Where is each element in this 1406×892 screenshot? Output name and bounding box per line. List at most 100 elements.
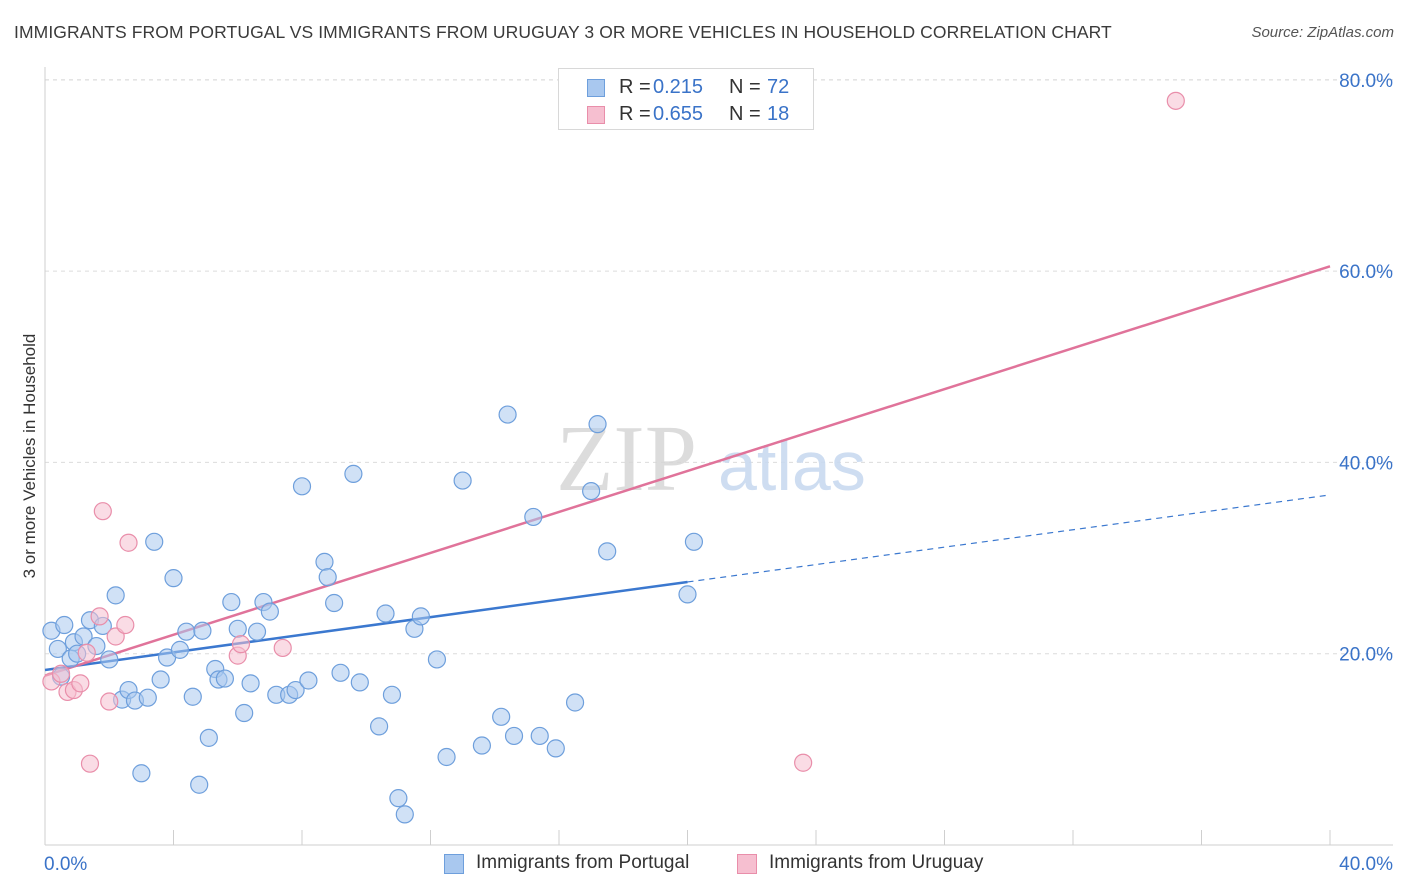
portugal-swatch (587, 79, 605, 97)
series-portugal-points (42, 405, 704, 824)
n-value: 72 (767, 76, 790, 98)
portugal-point-59[interactable] (492, 707, 511, 726)
watermark: ZIP atlas (556, 407, 866, 511)
portugal-point-11[interactable] (106, 586, 125, 605)
portugal-point-40[interactable] (292, 477, 312, 496)
trend-line-portugal-extrapolated (687, 494, 1331, 583)
portugal-point-62[interactable] (524, 507, 543, 527)
portugal-point-1[interactable] (48, 639, 67, 659)
portugal-point-25[interactable] (193, 621, 212, 640)
n-label: N = (729, 103, 761, 125)
portugal-point-51[interactable] (389, 789, 408, 808)
portugal-point-24[interactable] (190, 775, 209, 794)
uruguay-point-4[interactable] (71, 674, 90, 693)
portugal-point-66[interactable] (582, 481, 601, 501)
r-label: R = (619, 103, 651, 125)
portugal-point-23[interactable] (183, 687, 202, 706)
portugal-point-26[interactable] (199, 728, 218, 747)
uruguay-swatch (587, 106, 605, 124)
portugal-point-64[interactable] (546, 739, 565, 758)
portugal-point-57[interactable] (453, 471, 472, 490)
portugal-point-15[interactable] (132, 764, 151, 783)
portugal-point-39[interactable] (286, 680, 305, 700)
uruguay-point-16[interactable] (794, 753, 813, 772)
gridlines (45, 79, 1393, 655)
portugal-point-49[interactable] (376, 604, 395, 623)
x-tick-label-max: 40.0% (1339, 854, 1393, 875)
tick-labels: 20.0% 40.0% 60.0% 80.0% 0.0% 40.0% (44, 71, 1393, 875)
uruguay-point-12[interactable] (119, 533, 138, 552)
portugal-point-21[interactable] (170, 640, 190, 659)
y-tick-label-0: 20.0% (1339, 645, 1393, 666)
portugal-point-31[interactable] (228, 619, 247, 638)
portugal-point-32[interactable] (235, 703, 254, 723)
uruguay-legend-swatch (737, 854, 757, 874)
uruguay-point-11[interactable] (116, 615, 135, 635)
uruguay-point-8[interactable] (93, 502, 112, 521)
portugal-point-68[interactable] (598, 542, 617, 561)
uruguay-point-6[interactable] (80, 754, 100, 773)
portugal-point-69[interactable] (678, 585, 697, 604)
r-value: 0.655 (653, 103, 704, 125)
y-tick-label-2: 60.0% (1339, 262, 1393, 283)
uruguay-point-15[interactable] (273, 638, 292, 658)
portugal-point-47[interactable] (350, 673, 369, 692)
y-tick-label-3: 80.0% (1339, 71, 1393, 92)
watermark-atlas: atlas (718, 427, 866, 505)
portugal-point-22[interactable] (177, 622, 196, 641)
uruguay-point-1[interactable] (51, 664, 71, 683)
trend-line-portugal (44, 580, 688, 672)
portugal-point-17[interactable] (145, 532, 164, 551)
portugal-point-29[interactable] (215, 669, 234, 688)
n-value: 18 (767, 103, 790, 125)
portugal-point-63[interactable] (530, 726, 549, 746)
portugal-legend-swatch (444, 854, 464, 874)
uruguay-point-17[interactable] (1166, 91, 1185, 110)
series-uruguay-points (42, 91, 1185, 773)
portugal-point-33[interactable] (241, 674, 260, 693)
portugal-point-41[interactable] (299, 671, 318, 690)
portugal-point-55[interactable] (427, 650, 447, 669)
portugal-point-10[interactable] (100, 650, 119, 669)
portugal-point-61[interactable] (504, 726, 524, 746)
portugal-point-50[interactable] (382, 685, 402, 704)
trend-line-uruguay (44, 265, 1331, 677)
portugal-point-43[interactable] (318, 568, 337, 587)
correlation-legend: R = 0.215 N = 72 R = 0.655 N = 18 (558, 68, 814, 130)
portugal-point-60[interactable] (498, 405, 517, 424)
portugal-point-34[interactable] (247, 622, 267, 641)
axes (44, 67, 1393, 846)
trend-lines (44, 265, 1331, 677)
portugal-point-18[interactable] (151, 670, 170, 689)
x-tick-label-min: 0.0% (44, 854, 87, 875)
portugal-point-42[interactable] (315, 552, 334, 571)
watermark-zip: ZIP (556, 407, 697, 511)
uruguay-point-7[interactable] (90, 607, 109, 626)
r-label: R = (619, 76, 651, 98)
portugal-point-20[interactable] (164, 569, 183, 588)
portugal-point-16[interactable] (138, 688, 157, 707)
portugal-point-67[interactable] (588, 415, 607, 434)
portugal-point-56[interactable] (437, 747, 456, 767)
n-label: N = (729, 76, 761, 98)
portugal-point-36[interactable] (260, 602, 279, 621)
portugal-point-44[interactable] (325, 593, 344, 613)
portugal-point-2[interactable] (55, 615, 74, 635)
portugal-point-58[interactable] (472, 736, 491, 755)
portugal-point-65[interactable] (565, 693, 585, 712)
portugal-point-54[interactable] (411, 607, 430, 626)
uruguay-legend-label: Immigrants from Uruguay (769, 852, 984, 873)
uruguay-point-14[interactable] (231, 635, 251, 654)
portugal-point-30[interactable] (222, 592, 241, 612)
portugal-point-46[interactable] (344, 464, 363, 483)
uruguay-point-5[interactable] (77, 643, 96, 662)
source-label: Source: ZipAtlas.com (1251, 24, 1394, 41)
portugal-point-48[interactable] (370, 717, 389, 736)
r-value: 0.215 (653, 76, 704, 98)
y-axis-label: 3 or more Vehicles in Household (20, 333, 39, 579)
portugal-point-52[interactable] (395, 805, 414, 824)
chart-title: IMMIGRANTS FROM PORTUGAL VS IMMIGRANTS F… (14, 22, 1112, 42)
portugal-point-70[interactable] (684, 532, 704, 551)
uruguay-point-9[interactable] (100, 692, 119, 711)
portugal-point-45[interactable] (331, 663, 350, 682)
